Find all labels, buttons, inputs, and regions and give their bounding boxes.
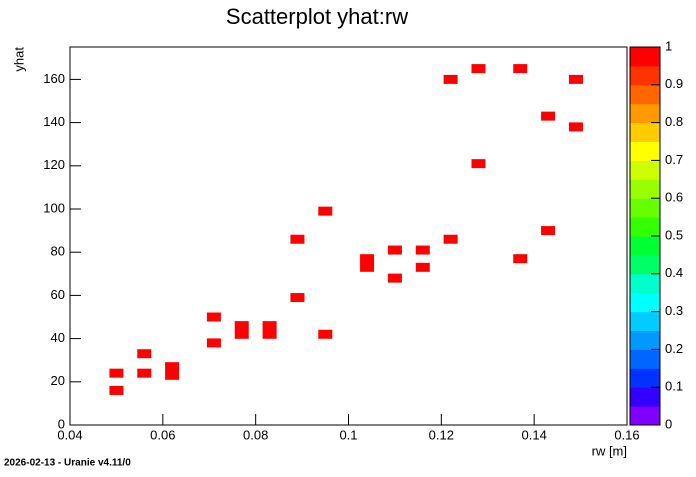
- point: [206, 338, 221, 348]
- color-band: [630, 217, 660, 237]
- y-tick-label: 20: [51, 373, 65, 388]
- color-band: [630, 292, 660, 313]
- z-tick-label: 0.6: [665, 190, 683, 205]
- color-band: [630, 387, 660, 407]
- color-band: [630, 406, 660, 426]
- color-band: [630, 65, 660, 86]
- point: [513, 254, 528, 264]
- color-band: [630, 330, 660, 350]
- y-tick-label: 100: [43, 200, 65, 215]
- chart-title: Scatterplot yhat:rw: [226, 4, 408, 29]
- point: [137, 368, 152, 378]
- color-band: [630, 141, 660, 161]
- y-tick-label: 140: [43, 114, 65, 129]
- point: [262, 321, 277, 331]
- color-band: [630, 47, 660, 67]
- color-band: [630, 236, 660, 256]
- z-tick-label: 0.4: [665, 265, 683, 280]
- z-tick-label: 0: [665, 416, 672, 431]
- point: [568, 122, 583, 132]
- color-band: [630, 254, 660, 275]
- x-axis-label: rw [m]: [592, 443, 627, 458]
- point: [290, 293, 305, 303]
- x-tick-label: 0.14: [522, 427, 547, 442]
- point: [568, 74, 583, 84]
- point: [360, 262, 375, 272]
- z-tick-label: 0.1: [665, 379, 683, 394]
- point: [165, 370, 180, 380]
- point: [318, 206, 333, 216]
- color-band: [630, 84, 660, 105]
- point: [471, 64, 486, 74]
- color-band: [630, 179, 660, 199]
- point: [109, 368, 124, 378]
- color-band: [630, 103, 660, 124]
- point: [290, 234, 305, 244]
- point: [415, 262, 430, 272]
- point: [541, 111, 556, 121]
- x-tick-label: 0.08: [243, 427, 268, 442]
- color-band: [630, 349, 660, 369]
- color-band: [630, 273, 660, 294]
- point: [262, 329, 277, 339]
- x-tick-label: 0.04: [57, 427, 82, 442]
- color-band: [630, 122, 660, 142]
- y-tick-label: 120: [43, 157, 65, 172]
- point: [443, 74, 458, 84]
- z-tick-label: 0.7: [665, 152, 683, 167]
- point: [137, 349, 152, 359]
- point: [471, 159, 486, 169]
- point: [360, 254, 375, 264]
- point: [415, 245, 430, 255]
- point: [109, 385, 124, 395]
- color-band: [630, 311, 660, 331]
- y-tick-label: 60: [51, 287, 65, 302]
- x-tick-label: 0.16: [614, 427, 639, 442]
- x-tick-label: 0.06: [150, 427, 175, 442]
- x-tick-label: 0.12: [429, 427, 454, 442]
- z-tick-label: 0.8: [665, 114, 683, 129]
- point: [318, 329, 333, 339]
- point: [541, 226, 556, 236]
- point: [206, 312, 221, 322]
- point: [387, 245, 402, 255]
- point: [513, 64, 528, 74]
- y-tick-label: 160: [43, 71, 65, 86]
- z-tick-label: 1: [665, 38, 672, 53]
- z-tick-label: 0.2: [665, 341, 683, 356]
- point: [234, 329, 249, 339]
- z-tick-label: 0.9: [665, 76, 683, 91]
- z-tick-label: 0.5: [665, 227, 683, 242]
- color-band: [630, 368, 660, 388]
- color-band: [630, 160, 660, 180]
- x-tick-label: 0.1: [339, 427, 357, 442]
- z-tick-label: 0.3: [665, 303, 683, 318]
- y-tick-label: 40: [51, 330, 65, 345]
- y-tick-label: 80: [51, 244, 65, 259]
- footer: 2026-02-13 - Uranie v4.11/0: [4, 458, 131, 469]
- point: [234, 321, 249, 331]
- point: [387, 273, 402, 283]
- point: [443, 234, 458, 244]
- y-axis-label: yhat: [11, 47, 26, 72]
- point: [165, 362, 180, 372]
- color-band: [630, 198, 660, 218]
- y-tick-label: 0: [58, 416, 65, 431]
